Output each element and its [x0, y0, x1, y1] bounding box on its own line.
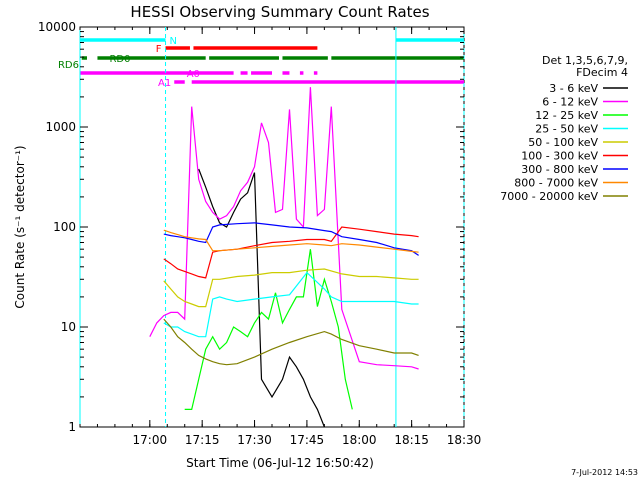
flag-bars: NF RD0 RD6 A0 A1: [58, 36, 464, 89]
flag-label-n: N: [170, 36, 177, 47]
y-tick-label: 100: [53, 220, 76, 234]
y-tick-label: 1: [68, 420, 76, 434]
legend-label: 100 - 300 keV: [521, 150, 598, 163]
legend-label: 7000 - 20000 keV: [500, 190, 598, 203]
y-axis-label: Count Rate (s⁻¹ detector⁻¹): [13, 145, 27, 308]
footer-timestamp: 7-Jul-2012 14:53: [571, 468, 638, 477]
x-tick-label: 17:15: [185, 433, 220, 447]
x-axis-label: Start Time (06-Jul-12 16:50:42): [186, 456, 374, 470]
flag-label-a1: A1: [158, 78, 171, 89]
series-line: [184, 249, 353, 410]
legend-header: Det 1,3,5,6,7,9,: [542, 54, 628, 67]
y-tick-label: 1000: [45, 120, 76, 134]
x-tick-label: 18:30: [447, 433, 482, 447]
series-line: [163, 318, 419, 366]
series-line: [163, 226, 419, 279]
legend-label: 12 - 25 keV: [535, 109, 598, 122]
series-layer: [149, 87, 419, 428]
x-tick-label: 17:30: [237, 433, 272, 447]
flag-label-f: F: [156, 44, 162, 55]
series-line: [198, 168, 325, 428]
x-tick-label: 17:00: [133, 433, 168, 447]
series-line: [163, 222, 419, 256]
chart-title: HESSI Observing Summary Count Rates: [130, 3, 429, 21]
legend-label: 800 - 7000 keV: [514, 177, 598, 190]
legend-label: 50 - 100 keV: [528, 136, 598, 149]
legend-header: FDecim 4: [576, 66, 628, 79]
y-tick-label: 10000: [38, 20, 76, 34]
flag-label-a0: A0: [187, 69, 200, 80]
legend-label: 3 - 6 keV: [549, 82, 598, 95]
x-tick-label: 17:45: [290, 433, 325, 447]
y-axis: 1 10 100 1000 10000: [38, 20, 464, 434]
x-tick-label: 18:00: [342, 433, 377, 447]
series-line: [163, 229, 419, 253]
legend-label: 6 - 12 keV: [542, 96, 598, 109]
series-line: [163, 271, 419, 338]
x-axis: 17:00 17:15 17:30 17:45 18:00 18:15 18:30: [79, 27, 482, 447]
series-line: [163, 268, 419, 308]
y-tick-label: 10: [61, 320, 76, 334]
legend-label: 25 - 50 keV: [535, 123, 598, 136]
series-line: [149, 87, 419, 370]
flag-label-rd6: RD6: [58, 60, 79, 71]
legend-label: 300 - 800 keV: [521, 163, 598, 176]
x-tick-label: 18:15: [394, 433, 429, 447]
flag-label-rd0: RD0: [109, 54, 130, 65]
